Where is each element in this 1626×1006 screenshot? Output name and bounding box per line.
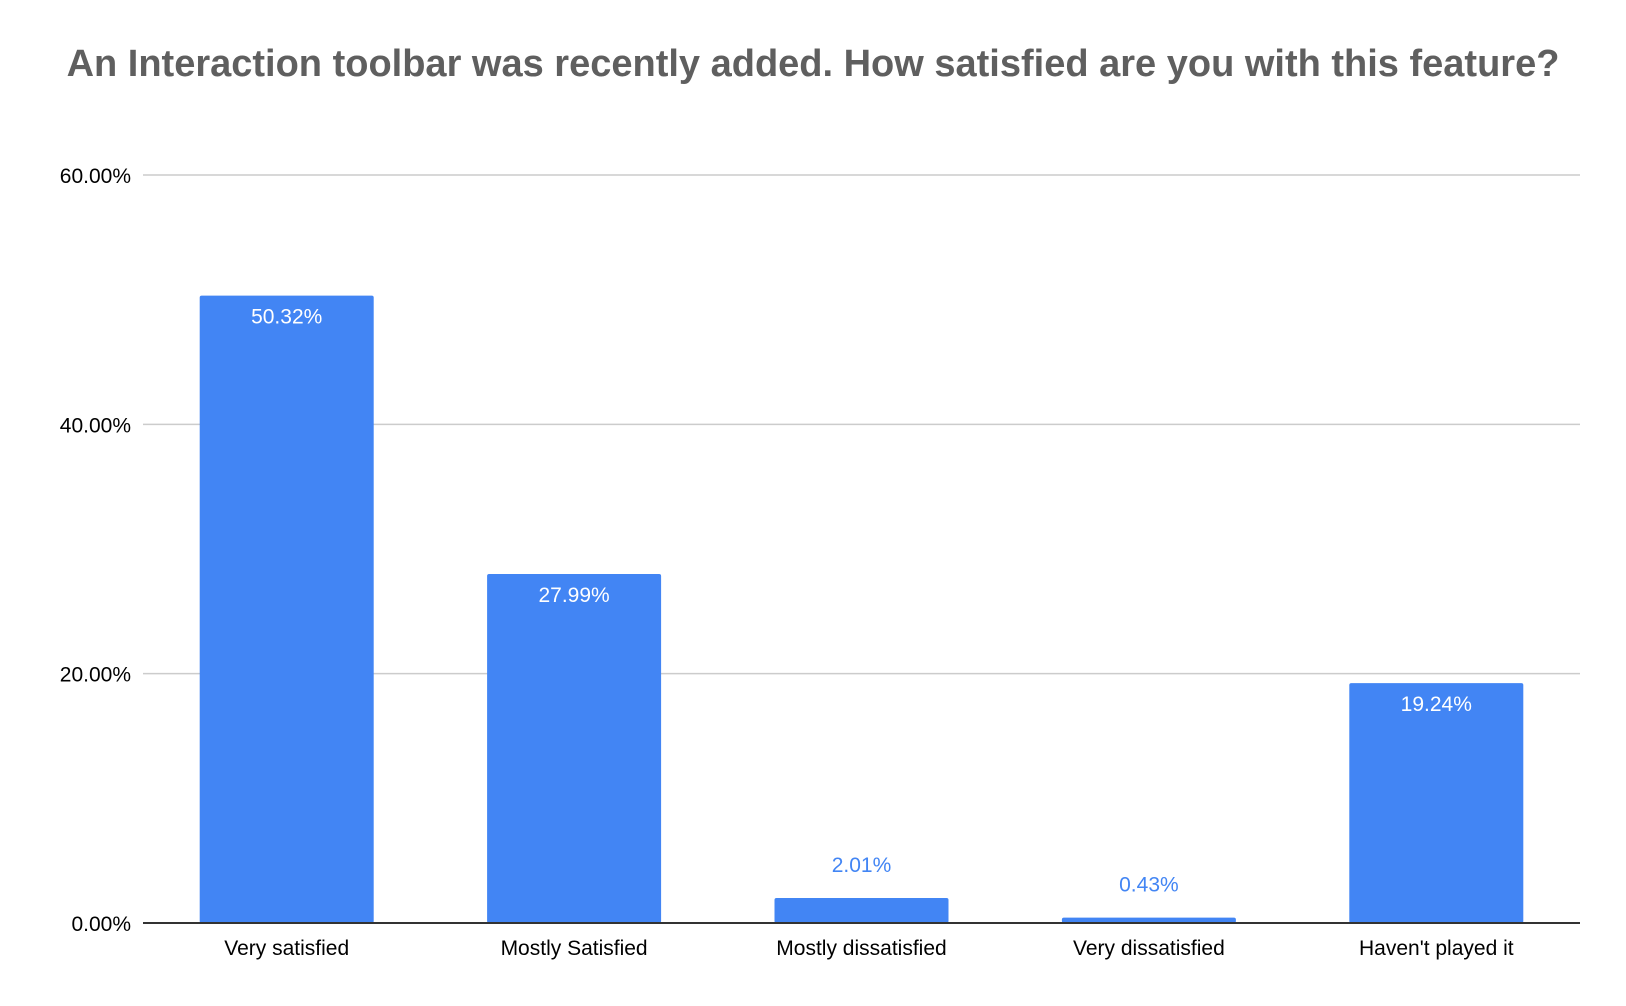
x-tick-label: Very dissatisfied: [1073, 937, 1225, 960]
y-tick-label: 60.00%: [60, 165, 131, 188]
data-label: 0.43%: [1119, 874, 1179, 897]
labels: 0.00% 20.00% 40.00% 60.00% 50.32% Very satisf…: [60, 165, 1514, 960]
y-tick-label: 0.00%: [71, 913, 131, 936]
bar: [1349, 683, 1524, 923]
x-tick-label: Haven't played it: [1359, 937, 1514, 960]
data-label: 50.32%: [251, 306, 322, 329]
x-tick-label: Mostly dissatisfied: [776, 937, 946, 960]
gridlines: [143, 174, 1580, 675]
data-label: 2.01%: [832, 854, 892, 877]
y-tick-label: 20.00%: [60, 664, 131, 687]
data-label: 19.24%: [1401, 693, 1472, 716]
y-tick-label: 40.00%: [60, 414, 131, 437]
bar: [774, 897, 949, 923]
x-tick-label: Mostly Satisfied: [501, 937, 648, 960]
bars: [199, 295, 1524, 923]
bar: [487, 574, 662, 923]
chart-title: An Interaction toolbar was recently adde…: [66, 43, 1560, 85]
bar: [199, 295, 374, 923]
x-tick-label: Very satisfied: [224, 937, 349, 960]
bar: [1061, 917, 1236, 923]
data-label: 27.99%: [538, 584, 609, 607]
